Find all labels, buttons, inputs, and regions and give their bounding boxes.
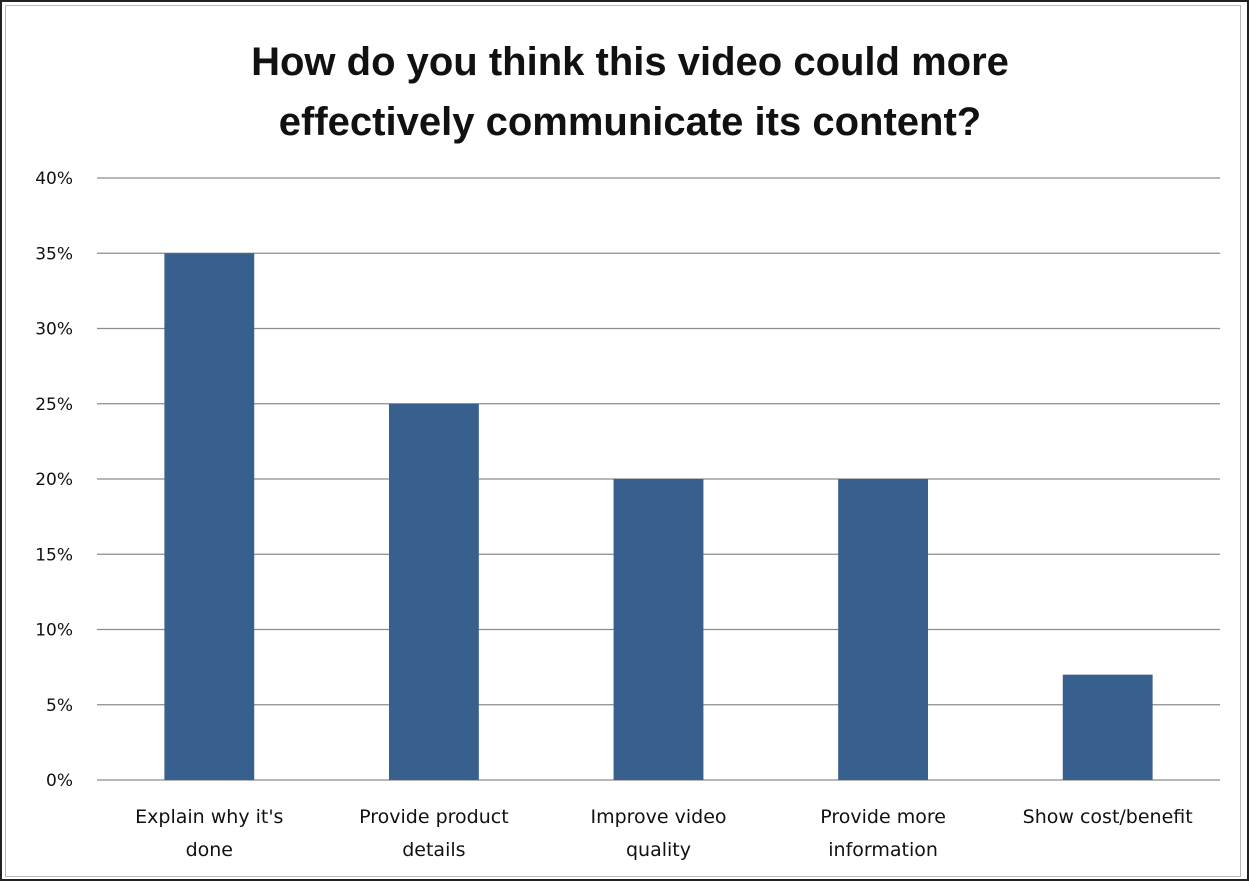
category-label-line: done [186, 839, 233, 861]
category-label-line: quality [626, 839, 691, 861]
bar [838, 479, 929, 780]
y-axis-ticks: 0% 5% 10% 15% 20% 25% 30% 35% 40% [35, 169, 73, 791]
y-tick-label: 25% [35, 395, 73, 415]
chart-title: How do you think this video could more e… [251, 40, 1009, 144]
chart-title-line-1: How do you think this video could more [251, 40, 1009, 84]
y-tick-label: 20% [35, 470, 73, 490]
bar [164, 253, 255, 780]
category-label-line: Provide product [359, 806, 509, 828]
bar [388, 403, 479, 780]
y-tick-label: 5% [46, 696, 73, 716]
category-label-line: Show cost/benefit [1023, 806, 1193, 828]
bar [1062, 674, 1153, 780]
bars [164, 253, 1153, 780]
bar [613, 479, 704, 780]
y-tick-label: 35% [35, 244, 73, 264]
y-tick-label: 15% [35, 545, 73, 565]
category-label-line: Provide more [820, 806, 946, 828]
x-axis-labels: Explain why it's done Provide product detai… [135, 806, 1193, 861]
category-label-line: Explain why it's [135, 806, 283, 828]
category-label-line: Improve video [590, 806, 726, 828]
y-tick-label: 0% [46, 771, 73, 791]
category-label-line: information [828, 839, 938, 861]
y-tick-label: 10% [35, 621, 73, 641]
category-label: Show cost/benefit [1023, 806, 1193, 828]
y-tick-label: 30% [35, 320, 73, 340]
category-label: Explain why it's done [135, 806, 283, 861]
chart-title-line-2: effectively communicate its content? [279, 100, 981, 144]
category-label: Provide product details [359, 806, 509, 861]
y-tick-label: 40% [35, 169, 73, 189]
category-label: Provide more information [820, 806, 946, 861]
category-label-line: details [402, 839, 465, 861]
category-label: Improve video quality [590, 806, 726, 861]
